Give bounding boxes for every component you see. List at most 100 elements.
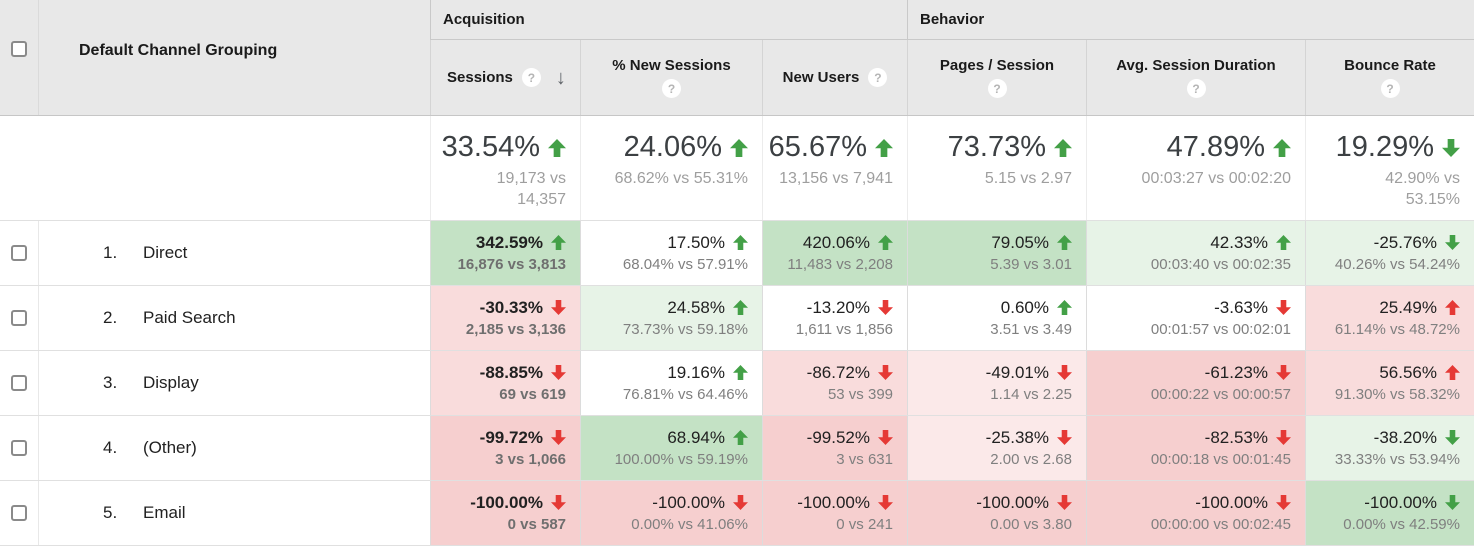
summary-row-spacer (0, 116, 430, 220)
summary-cell-bounce-rate: 19.29% 42.90% vs 53.15% (1305, 116, 1474, 220)
select-all-checkbox[interactable] (11, 41, 27, 57)
change-down-arrow-icon (878, 495, 893, 511)
change-up-arrow-icon (878, 235, 893, 251)
table-row: 3. Display -88.85% 69 vs 619 19.16% 76.81% vs… (0, 351, 1474, 416)
comparison-value: 2,185 vs 3,136 (465, 320, 566, 338)
change-value: -30.33% (479, 298, 543, 318)
comparison-value: 00:00:22 vs 00:00:57 (1150, 385, 1291, 403)
comparison-value: 5.39 vs 3.01 (990, 255, 1072, 273)
row-number: 4. (103, 438, 118, 457)
summary-comparison-value: 13,156 vs 7,941 (779, 169, 893, 187)
change-value: -82.53% (1204, 428, 1268, 448)
metric-cell-pages-session: 0.60% 3.51 vs 3.49 (907, 286, 1086, 350)
change-up-arrow-icon (733, 430, 748, 446)
comparison-value: 2.00 vs 2.68 (990, 450, 1072, 468)
column-header-sessions[interactable]: Sessions? ↓ (430, 40, 580, 115)
change-up-arrow-icon (551, 235, 566, 251)
row-checkbox[interactable] (11, 310, 27, 326)
change-up-arrow-icon (733, 300, 748, 316)
change-down-arrow-icon (878, 430, 893, 446)
row-number: 1. (103, 243, 118, 262)
channel-label: (Other) (143, 438, 197, 457)
change-value: -38.20% (1373, 428, 1437, 448)
change-value: -100.00% (1364, 493, 1437, 513)
summary-cell-sessions: 33.54% 19,173 vs 14,357 (430, 116, 580, 220)
help-icon[interactable]: ? (1380, 79, 1400, 98)
change-value: -3.63% (1214, 298, 1268, 318)
column-header-new-users[interactable]: New Users? (762, 40, 907, 115)
metric-cell-new-sessions: 24.58% 73.73% vs 59.18% (580, 286, 762, 350)
change-up-arrow-icon (733, 235, 748, 251)
column-header-new-sessions[interactable]: % New Sessions? (580, 40, 762, 115)
metric-cell-new-sessions: 17.50% 68.04% vs 57.91% (580, 221, 762, 285)
row-number: 3. (103, 373, 118, 392)
table-row: 2. Paid Search -30.33% 2,185 vs 3,136 24.58%… (0, 286, 1474, 351)
summary-row: 33.54% 19,173 vs 14,357 24.06% 68.62% vs 55… (0, 116, 1474, 221)
change-up-arrow-icon (1057, 235, 1072, 251)
column-header-pages-session[interactable]: Pages / Session? (907, 40, 1086, 115)
change-value: -88.85% (479, 363, 543, 383)
change-up-arrow-icon (1054, 138, 1072, 157)
summary-comparison-value: 19,173 vs 14,357 (496, 169, 566, 208)
change-value: -25.38% (985, 428, 1049, 448)
change-down-arrow-icon (1445, 235, 1460, 251)
metric-cell-avg-session-duration: -100.00% 00:00:00 vs 00:02:45 (1086, 481, 1305, 545)
change-value: -61.23% (1204, 363, 1268, 383)
change-value: 0.60% (1000, 298, 1049, 318)
table-row: 1. Direct 342.59% 16,876 vs 3,813 17.50% 68.0… (0, 221, 1474, 286)
change-down-arrow-icon (551, 365, 566, 381)
help-icon[interactable]: ? (1186, 79, 1206, 98)
summary-change-value: 33.54% (441, 131, 540, 163)
change-value: -13.20% (806, 298, 870, 318)
summary-change-value: 47.89% (1166, 131, 1265, 163)
change-value: -25.76% (1373, 233, 1437, 253)
column-header-avg-session-duration[interactable]: Avg. Session Duration? (1086, 40, 1305, 115)
row-checkbox[interactable] (11, 505, 27, 521)
summary-comparison-value: 42.90% vs 53.15% (1385, 169, 1460, 208)
comparison-value: 3.51 vs 3.49 (990, 320, 1072, 338)
change-down-arrow-icon (1276, 365, 1291, 381)
dimension-column-header-label: Default Channel Grouping (79, 42, 278, 59)
metric-cell-bounce-rate: -100.00% 0.00% vs 42.59% (1305, 481, 1474, 545)
help-icon[interactable]: ? (868, 68, 888, 87)
metric-cell-avg-session-duration: 42.33% 00:03:40 vs 00:02:35 (1086, 221, 1305, 285)
change-down-arrow-icon (1445, 495, 1460, 511)
row-number: 2. (103, 308, 118, 327)
sort-descending-icon[interactable]: ↓ (555, 66, 566, 89)
dimension-column-header[interactable]: Default Channel Grouping (38, 0, 430, 115)
change-value: -100.00% (797, 493, 870, 513)
change-up-arrow-icon (875, 138, 893, 157)
help-icon[interactable]: ? (521, 68, 541, 87)
column-header-bounce-rate[interactable]: Bounce Rate? (1305, 40, 1474, 115)
change-down-arrow-icon (1057, 495, 1072, 511)
change-down-arrow-icon (1445, 430, 1460, 446)
row-checkbox[interactable] (11, 375, 27, 391)
change-down-arrow-icon (551, 495, 566, 511)
column-header-label: Pages / Session (939, 57, 1055, 74)
change-value: 420.06% (802, 233, 870, 253)
select-all-cell (0, 0, 38, 115)
row-checkbox[interactable] (11, 440, 27, 456)
metric-cell-sessions: -88.85% 69 vs 619 (430, 351, 580, 415)
comparison-value: 0 vs 241 (836, 515, 893, 533)
channel-label-cell: 1. Direct (38, 221, 430, 285)
column-header-label: New Users (782, 69, 860, 86)
change-down-arrow-icon (878, 300, 893, 316)
row-checkbox-cell (0, 416, 38, 480)
change-up-arrow-icon (1445, 365, 1460, 381)
table-row: 4. (Other) -99.72% 3 vs 1,066 68.94% 100.00% … (0, 416, 1474, 481)
change-down-arrow-icon (878, 365, 893, 381)
help-icon[interactable]: ? (662, 79, 681, 98)
help-icon[interactable]: ? (987, 79, 1007, 98)
metric-cell-new-users: -13.20% 1,611 vs 1,856 (762, 286, 907, 350)
change-up-arrow-icon (1445, 300, 1460, 316)
metric-cell-sessions: 342.59% 16,876 vs 3,813 (430, 221, 580, 285)
row-checkbox[interactable] (11, 245, 27, 261)
channel-label: Direct (143, 243, 188, 262)
metric-cell-pages-session: -25.38% 2.00 vs 2.68 (907, 416, 1086, 480)
channel-label-cell: 5. Email (38, 481, 430, 545)
change-down-arrow-icon (1276, 430, 1291, 446)
metric-cell-avg-session-duration: -82.53% 00:00:18 vs 00:01:45 (1086, 416, 1305, 480)
summary-comparison-value: 00:03:27 vs 00:02:20 (1141, 169, 1291, 187)
channel-label-cell: 2. Paid Search (38, 286, 430, 350)
